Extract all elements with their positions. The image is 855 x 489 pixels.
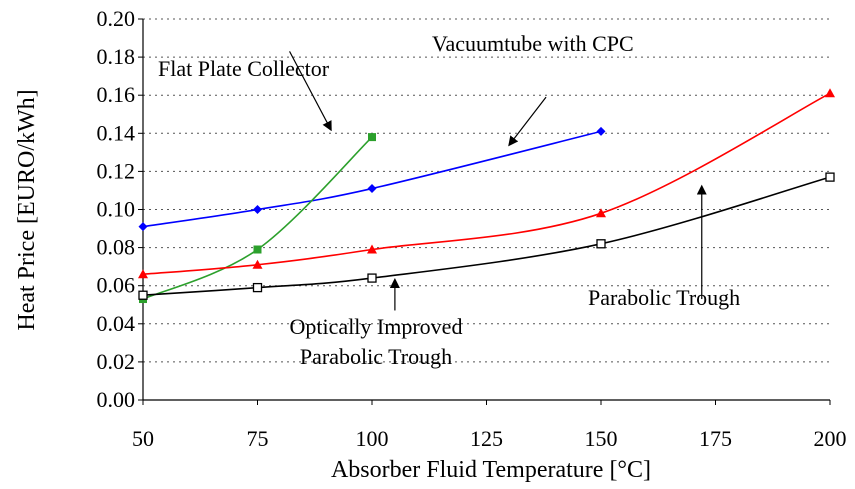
y-tick-label: 0.00 xyxy=(97,387,136,412)
annotation-label: Flat Plate Collector xyxy=(158,56,330,81)
y-tick-label: 0.12 xyxy=(97,158,136,183)
data-point-diamond xyxy=(596,126,606,136)
y-tick-label: 0.08 xyxy=(97,235,136,260)
data-point-diamond xyxy=(367,184,377,194)
annotation-arrow xyxy=(289,51,332,132)
y-tick-label: 0.10 xyxy=(97,197,136,222)
x-tick-label: 125 xyxy=(470,426,503,451)
data-point-triangle xyxy=(825,88,835,98)
y-tick-label: 0.14 xyxy=(97,120,136,145)
series-line-3 xyxy=(142,176,831,297)
x-tick-label: 75 xyxy=(247,426,269,451)
data-point-diamond xyxy=(253,205,262,214)
y-tick-label: 0.02 xyxy=(97,349,136,374)
annotations: Flat Plate Collector Vacuumtube with CPC P… xyxy=(158,31,740,369)
x-tick-label: 100 xyxy=(356,426,389,451)
y-tick-label: 0.04 xyxy=(97,311,136,336)
y-tick-label: 0.06 xyxy=(97,273,136,298)
series-line-0 xyxy=(142,130,602,228)
axes: 0.00 0.02 0.04 0.06 0.08 0.10 0.12 0.14 0.16 0.18… xyxy=(97,6,847,451)
data-point-triangle xyxy=(367,244,377,254)
y-tick-label: 0.16 xyxy=(97,82,136,107)
annotation-label: Parabolic Trough xyxy=(300,344,452,369)
y-tick-label: 0.18 xyxy=(97,44,136,69)
x-axis-title: Absorber Fluid Temperature [°C] xyxy=(331,457,651,483)
x-tick-label: 50 xyxy=(132,426,154,451)
data-point-open-square xyxy=(252,282,263,293)
data-point-triangle xyxy=(252,259,263,269)
data-point-open-square xyxy=(138,290,148,300)
annotation-label: Vacuumtube with CPC xyxy=(432,31,634,56)
data-point-triangle xyxy=(596,208,606,218)
data-point-diamond xyxy=(138,222,148,232)
data-point-square xyxy=(253,245,262,254)
series-line-2 xyxy=(142,92,831,276)
data-point-triangle xyxy=(138,269,148,279)
annotation-label: Parabolic Trough xyxy=(588,285,740,310)
x-tick-label: 150 xyxy=(585,426,618,451)
series-layer xyxy=(138,88,835,304)
annotation-arrow xyxy=(508,96,547,147)
y-axis-title: Heat Price [EURO/kWh] xyxy=(14,89,40,330)
data-point-open-square xyxy=(596,239,606,249)
x-tick-label: 200 xyxy=(814,426,847,451)
series-line-1 xyxy=(142,136,373,300)
x-tick-label: 175 xyxy=(699,426,732,451)
y-tick-label: 0.20 xyxy=(97,6,136,31)
data-point-open-square xyxy=(367,273,377,283)
annotation-label: Optically Improved xyxy=(290,314,463,339)
data-point-open-square xyxy=(825,172,835,182)
data-point-square xyxy=(368,133,376,142)
